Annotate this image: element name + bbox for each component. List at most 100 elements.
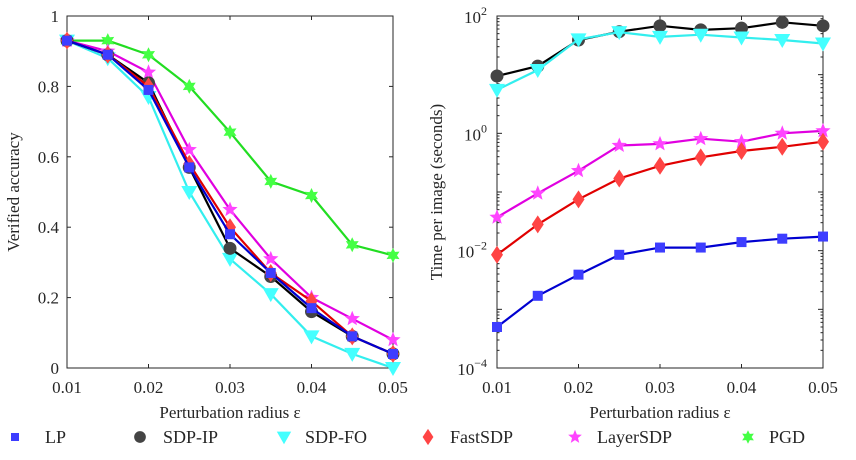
data-point-marker [492,321,502,332]
legend-item-layersdp: LayerSDP [568,427,672,447]
data-point-marker [262,288,279,303]
y-tick-label: 10−4 [457,356,487,379]
data-point-marker [265,267,276,278]
data-point-marker [531,215,544,234]
legend-marker [568,429,582,443]
y-tick-label: 0.4 [38,218,60,237]
data-point-marker [815,37,831,52]
data-point-marker [655,242,665,253]
data-point-marker [489,83,505,98]
x-tick-label: 0.02 [564,378,594,397]
data-point-marker [143,84,154,95]
data-point-marker [102,49,113,60]
data-point-marker [776,137,789,156]
plot-frame [66,15,394,369]
data-point-marker [570,33,587,48]
legend-marker [742,430,754,444]
legend-item-sdp-ip: SDP-IP [134,427,218,447]
data-point-marker [303,330,320,345]
series-lp [492,231,828,332]
legend-item-sdp-fo: SDP-FO [276,427,367,447]
legend-marker-group [742,430,754,444]
data-point-marker [182,78,196,94]
data-point-marker [816,19,830,33]
legend-marker [276,431,292,445]
legend-marker-group [134,431,146,443]
legend-item-lp: LP [11,427,66,447]
legend-item-pgd: PGD [742,427,805,447]
data-point-marker [223,124,237,140]
data-point-marker [733,133,750,149]
data-point-marker [817,132,829,151]
data-point-marker [264,173,278,189]
data-point-marker [344,347,361,362]
data-point-marker [489,209,505,224]
data-point-marker [184,162,195,173]
data-point-marker [735,141,748,160]
data-point-marker [490,69,504,83]
data-point-marker [774,125,790,140]
data-point-marker [815,122,831,138]
series-sdp-fo [489,26,831,98]
data-point-marker [611,137,627,152]
y-axis-label: Time per image (seconds) [427,104,446,280]
data-point-marker [305,188,318,203]
legend: LP SDP-IP SDP-FO FastSDP LayerSDP PGD [11,427,805,447]
legend-marker-group [276,431,292,445]
data-point-marker [62,35,72,46]
data-point-marker [388,348,398,359]
data-point-marker [263,250,279,266]
series-layersdp [489,122,831,224]
data-point-marker [695,242,706,253]
data-point-marker [385,362,401,376]
data-point-marker [654,156,666,175]
legend-label: LP [45,427,66,447]
legend-label: SDP-IP [163,427,218,447]
y-tick-label: 100 [464,121,487,144]
data-point-marker [347,331,358,342]
data-point-marker [532,290,543,301]
data-point-marker [386,247,400,263]
legend-marker-group [568,429,582,443]
data-point-marker [101,33,115,49]
series-fastsdp [491,132,829,264]
data-point-marker [775,15,789,29]
data-point-marker [733,31,750,46]
data-point-marker [694,148,707,167]
data-point-marker [491,245,503,264]
plot-2: 0.01 0.02 0.03 0.04 0.05 10−4 10−2 100 102 Pertur… [427,4,838,422]
x-tick-label: 0.03 [215,378,245,397]
data-point-marker [774,33,791,48]
data-point-marker [140,64,157,79]
data-point-marker [306,303,317,314]
x-tick-label: 0.02 [134,378,164,397]
data-point-marker [777,233,788,244]
data-point-marker [142,47,155,63]
legend-label: FastSDP [450,427,513,447]
plot-1: 0.01 0.02 0.03 0.04 0.05 0 0.2 0.4 0.6 0.8 1 Pertur… [4,7,408,422]
legend-marker [422,428,434,446]
y-tick-label: 0.6 [38,148,59,167]
data-point-marker [573,269,584,280]
legend-label: LayerSDP [597,427,672,447]
data-point-marker [345,237,359,253]
x-tick-label: 0.01 [52,378,82,397]
y-tick-label: 0.2 [38,289,59,308]
data-point-marker [613,169,626,188]
data-point-marker [736,237,747,248]
y-tick-label: 1 [51,7,60,26]
x-tick-label: 0.01 [482,378,512,397]
x-tick-label: 0.05 [808,378,838,397]
legend-marker [134,431,146,443]
data-point-marker [692,28,709,43]
plot-frame [496,15,824,369]
y-tick-label: 0.8 [38,77,59,96]
legend-marker [11,433,19,441]
x-tick-label: 0.05 [378,378,408,397]
data-point-marker [614,249,625,260]
data-point-marker [818,231,828,242]
data-point-marker [225,229,235,240]
data-point-marker [222,252,238,267]
data-point-marker [530,185,546,200]
